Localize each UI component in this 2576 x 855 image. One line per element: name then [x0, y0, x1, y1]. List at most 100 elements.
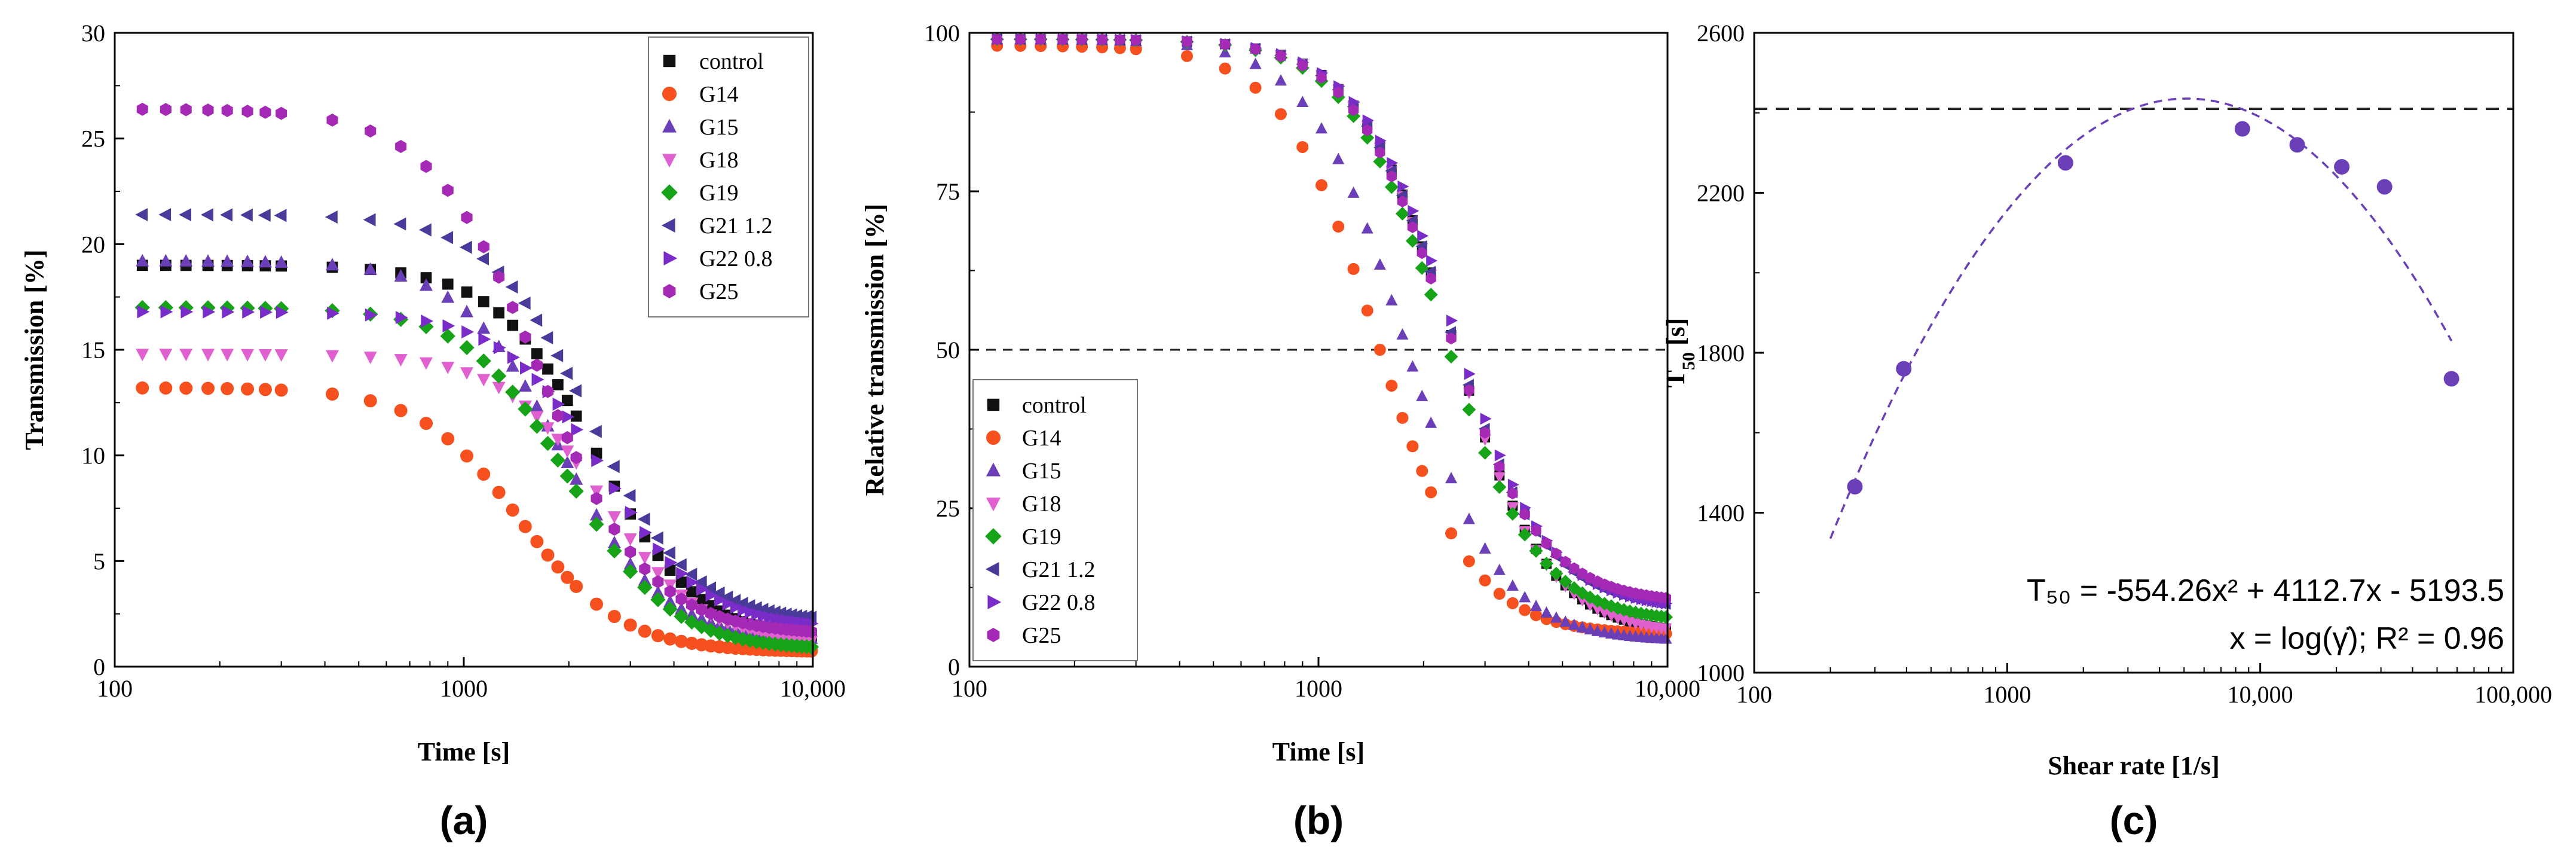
data-point-control	[675, 576, 687, 588]
data-point-g15	[241, 254, 255, 267]
data-point-g18	[623, 533, 637, 546]
chart-a-x-label: Time [s]	[418, 737, 510, 767]
data-point-g22-0-8	[1507, 478, 1519, 491]
data-point-g14	[460, 449, 474, 463]
data-point-g25	[493, 270, 505, 284]
-b-y-tick-label: 100	[924, 20, 960, 47]
data-point-g15	[325, 258, 339, 271]
-a-y-tick-label: 5	[93, 548, 105, 575]
data-point-g21-1-2	[274, 209, 287, 222]
data-point-g22-0-8	[531, 372, 544, 386]
-a-y-tick-label: 20	[81, 231, 105, 258]
data-point-g18	[1591, 604, 1604, 616]
data-point-g19	[1478, 445, 1492, 460]
data-point-g22-0-8	[1480, 413, 1492, 425]
data-point-g19	[1558, 575, 1572, 589]
data-point-g18	[607, 511, 621, 524]
data-point-g25	[1446, 332, 1457, 345]
data-point-g22-0-8	[327, 306, 340, 320]
data-point-g15	[530, 399, 544, 412]
data-point-g25	[1348, 104, 1359, 117]
data-point-g21-1-2	[418, 223, 432, 237]
chart-c-y-tick-label: 1400	[1697, 500, 1745, 527]
data-point-g14	[394, 404, 408, 417]
data-point-g15	[1274, 74, 1287, 86]
data-point-g14	[201, 381, 215, 395]
legend-marker-g19	[661, 184, 678, 201]
data-point-g15	[477, 321, 491, 334]
data-point-g22-0-8	[1408, 204, 1419, 217]
data-point-control	[493, 307, 504, 319]
data-point-g22-0-8	[160, 305, 173, 319]
data-point-g18	[159, 349, 173, 362]
data-point-g15	[1506, 579, 1519, 591]
data-point-g15	[1463, 512, 1475, 524]
data-point-g21-1-2	[440, 231, 454, 245]
data-point-g18	[394, 354, 408, 367]
data-point-g14	[1361, 304, 1373, 317]
data-point-g14	[623, 618, 637, 632]
data-point-g25	[1407, 221, 1418, 234]
data-point-g14	[136, 381, 149, 395]
data-point-g18	[201, 349, 215, 362]
legend-marker-g22-0-8	[987, 595, 1002, 609]
data-point-g21-1-2	[569, 384, 582, 398]
data-point-g22-0-8	[1348, 96, 1360, 108]
data-point-g14	[1347, 262, 1360, 275]
data-point-g25	[608, 523, 620, 536]
chart-b-legend-label: G22 0.8	[1022, 590, 1095, 615]
chart-c-x-tick-label: 10,000	[2228, 681, 2293, 708]
data-point-g14	[1219, 62, 1231, 75]
data-point-g25	[1577, 567, 1588, 580]
chart-b-legend: control G14 G15 G18 G19 G21 1.2 G22 0.8 …	[972, 379, 1138, 661]
data-point-g19	[459, 340, 475, 356]
data-point-g25	[625, 545, 637, 559]
data-point-g21-1-2	[663, 546, 675, 560]
data-point-g18	[241, 349, 255, 362]
data-point-g18	[541, 422, 555, 435]
data-point-g21-1-2	[220, 208, 232, 222]
data-point-g19	[1444, 350, 1458, 364]
data-point-g25	[1417, 247, 1427, 259]
data-point-g21-1-2	[518, 296, 531, 310]
series-g25	[992, 33, 1672, 604]
chart-c-panel-label: (c)	[2110, 798, 2158, 842]
chart-b: 100 1000 10,000 0 25 50 75 100 Time [s] Relativ…	[860, 20, 1700, 842]
data-point-g22-0-8	[1362, 114, 1374, 127]
data-point-g14	[441, 432, 455, 445]
data-point-g25	[1519, 508, 1530, 521]
t50-data-point	[1896, 361, 1912, 377]
data-point-g22-0-8	[1375, 135, 1387, 147]
data-point-g19	[712, 625, 727, 641]
data-point-g15	[1416, 389, 1428, 401]
-a-x-tick-label: 1000	[440, 675, 488, 702]
data-point-g19	[1529, 543, 1543, 558]
fit-equation-note: x = log(γ̇); R² = 0.96	[2229, 621, 2504, 656]
data-point-g14	[607, 610, 621, 624]
data-point-g14	[179, 381, 193, 395]
data-point-g14	[477, 468, 491, 481]
data-point-g25	[1551, 548, 1562, 560]
data-point-g15	[651, 585, 665, 598]
data-point-g22-0-8	[1397, 180, 1409, 193]
data-point-g21-1-2	[179, 208, 192, 222]
chart-c-y-tick-label: 2200	[1697, 180, 1745, 207]
fit-equation: T₅₀ = -554.26x² + 4112.7x - 5193.5	[2027, 573, 2504, 608]
data-point-g22-0-8	[365, 308, 378, 322]
data-point-g19	[637, 579, 653, 596]
data-point-g14	[541, 548, 555, 562]
data-point-g15	[363, 262, 377, 275]
data-point-g19	[674, 609, 689, 624]
data-point-g22-0-8	[222, 305, 235, 319]
data-point-g19	[1360, 130, 1375, 145]
data-point-g19	[1549, 566, 1564, 581]
data-point-g18	[561, 445, 574, 459]
data-point-g15	[663, 594, 677, 607]
data-point-g14	[1130, 43, 1142, 56]
data-point-g25	[652, 575, 664, 589]
-b-x-tick-label: 10,000	[1635, 675, 1700, 702]
data-point-g25	[276, 106, 287, 120]
data-point-g25	[442, 184, 454, 197]
data-point-g15	[274, 255, 288, 268]
data-point-g15	[179, 254, 193, 267]
